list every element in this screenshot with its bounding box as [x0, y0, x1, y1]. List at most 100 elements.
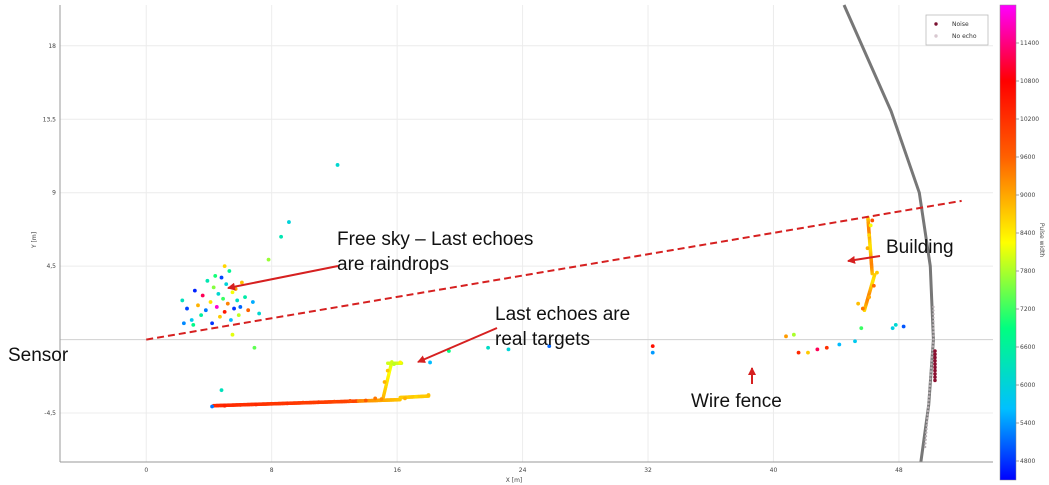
measurement-range-arc — [842, 4, 937, 463]
raindrops-point — [221, 296, 225, 301]
x-tick-label: 16 — [393, 467, 401, 474]
annotation-free-sky-line2: are raindrops — [337, 254, 449, 275]
real-targets-point — [870, 218, 875, 223]
no-echo-point — [929, 377, 932, 380]
raindrops-point — [222, 309, 227, 314]
no-echo-point — [932, 312, 935, 316]
real-targets-point — [784, 334, 788, 339]
real-targets-point — [856, 301, 861, 306]
real-targets-point — [860, 306, 865, 311]
colorbar-tick-label: 11400 — [1020, 40, 1039, 47]
raindrops-point — [235, 298, 240, 303]
raindrops-point — [257, 311, 262, 316]
no-echo-point — [929, 373, 932, 377]
no-echo-point — [932, 305, 935, 309]
real-targets-point — [871, 283, 876, 288]
real-targets-point — [815, 347, 820, 352]
annotation-free-sky: Free sky – Last echoes — [337, 229, 533, 250]
raindrops-point — [227, 269, 232, 273]
legend: Noise No echo — [925, 14, 989, 46]
annotation-real-targets-arrow — [417, 327, 498, 363]
real-targets-point — [222, 403, 227, 408]
raindrops-point — [208, 300, 213, 304]
real-targets-point — [901, 324, 906, 329]
real-targets-point — [363, 398, 368, 403]
noise-point — [933, 372, 937, 376]
colorbar-ticks: 4800 5400 6000 6600 7200 7800 8400 9000 9600 1020… — [1016, 40, 1039, 465]
no-echo-point — [924, 442, 927, 445]
colorbar-gradient — [999, 4, 1017, 481]
real-targets-point — [867, 295, 872, 300]
no-echo-point — [929, 370, 933, 373]
noise-point — [933, 378, 937, 383]
no-echo-point — [923, 445, 927, 449]
y-tick-label: 4,5 — [46, 263, 56, 270]
real-targets-point — [301, 400, 305, 405]
raindrops-point — [224, 282, 229, 286]
raindrops-point — [239, 280, 244, 285]
no-echo-point — [928, 381, 932, 384]
raindrops-point — [230, 332, 235, 337]
raindrops-point — [214, 305, 219, 309]
real-targets-point — [506, 347, 511, 352]
raindrops-point — [189, 318, 194, 322]
raindrops-point — [199, 313, 204, 318]
no-echo-point — [932, 327, 935, 330]
colorbar: 4800 5400 6000 6600 7200 7800 8400 9000 9600 1020… — [999, 4, 1045, 481]
noise-point — [933, 362, 937, 366]
real-targets-point — [392, 362, 396, 366]
no-echo-point — [925, 424, 929, 427]
tick-labels: 0 8 16 24 32 40 48 -4,5 4,5 9 13,5 18 — [43, 43, 903, 474]
annotation-wire-fence: Wire fence — [691, 391, 782, 412]
colorbar-tick-label: 7200 — [1020, 306, 1035, 313]
boundary-line-group — [146, 199, 962, 341]
no-echo-point — [932, 316, 935, 319]
no-echo-point — [932, 334, 935, 337]
no-echo-point — [924, 435, 928, 438]
noise-point — [933, 365, 937, 370]
raindrops-point — [210, 321, 215, 326]
real-targets-point — [796, 350, 801, 355]
no-echo-point — [928, 388, 931, 391]
colorbar-tick-label: 10800 — [1020, 78, 1039, 85]
no-echo-point — [925, 427, 928, 431]
real-targets-point — [373, 396, 378, 401]
real-targets-point — [875, 270, 879, 275]
real-targets-point — [403, 396, 407, 401]
raindrops-point — [243, 295, 247, 300]
real-targets-point — [385, 368, 390, 373]
colorbar-tick-label: 9000 — [1020, 192, 1035, 199]
real-targets-point — [414, 394, 418, 399]
real-targets-point — [316, 400, 321, 405]
raindrops-point — [196, 303, 200, 308]
no-echo-point — [931, 352, 934, 355]
x-tick-label: 40 — [770, 467, 778, 474]
legend-box — [925, 14, 989, 46]
real-targets-point — [547, 344, 552, 349]
raindrops-point — [335, 163, 340, 167]
raindrops-point — [216, 291, 221, 296]
no-echo-point — [926, 409, 930, 413]
legend-noise-marker — [934, 22, 938, 26]
colorbar-tick-label: 6000 — [1020, 382, 1035, 389]
no-echo-point — [925, 431, 928, 434]
x-tick-label: 0 — [144, 467, 148, 474]
raindrops-point — [218, 314, 222, 319]
real-targets-point — [853, 339, 857, 344]
real-targets-point — [379, 397, 384, 402]
no-echo-point — [926, 413, 929, 416]
raindrops-point — [266, 257, 271, 262]
no-echo-point — [926, 406, 930, 409]
colorbar-tick-label: 5400 — [1020, 420, 1035, 427]
noise-point — [933, 375, 937, 379]
raindrops-point — [225, 301, 230, 306]
no-echo-point — [927, 402, 930, 406]
no-echo-point — [932, 323, 935, 327]
raindrops-point — [191, 323, 196, 327]
real-targets-point — [824, 345, 829, 350]
raindrops-point — [213, 274, 218, 278]
no-echo-point — [924, 438, 927, 442]
noise-point — [933, 349, 937, 353]
legend-noise-label: Noise — [952, 21, 969, 28]
